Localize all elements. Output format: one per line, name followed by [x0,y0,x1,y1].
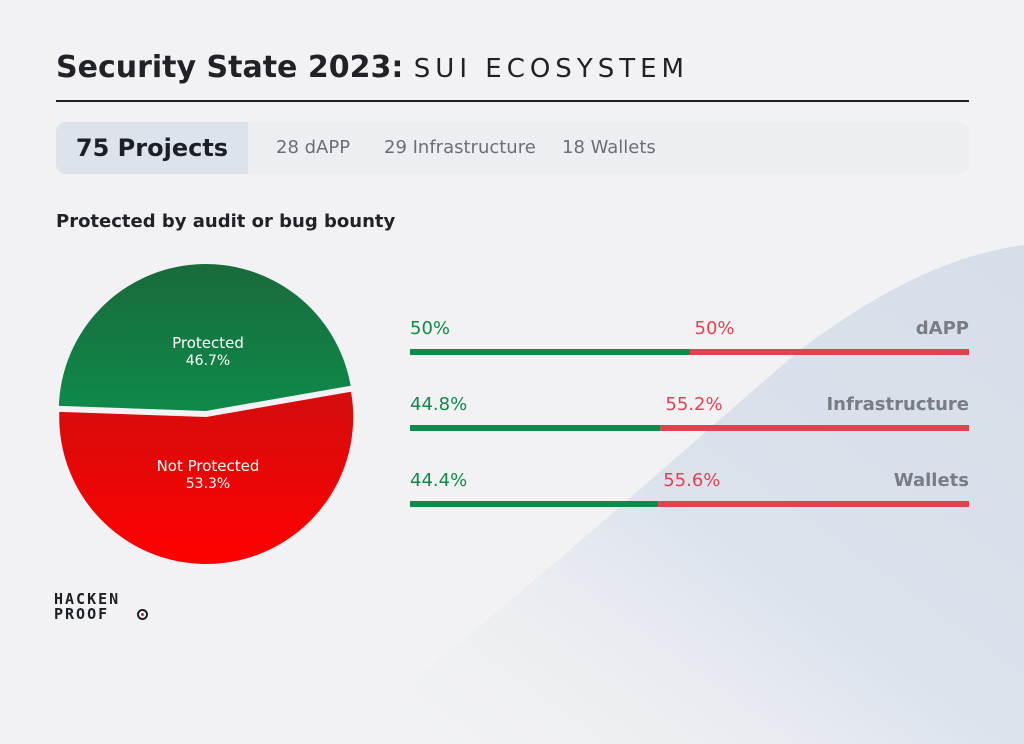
hackenproof-logo: HACKEN PROOF [54,592,154,624]
pie-value-protected: 46.7% [186,353,230,369]
pie-label-protected: Protected [172,334,244,352]
bar-protected [410,501,659,507]
title-ecosystem: SUI ECOSYSTEM [413,54,689,84]
value-label-not-protected: 50% [695,318,735,339]
value-label-protected: 50% [410,318,450,339]
logo-line-1: HACKEN [54,590,121,608]
title-divider [56,100,969,102]
category-label: Infrastructure [826,394,969,415]
chart-subtitle: Protected by audit or bug bounty [56,211,396,232]
value-label-protected: 44.8% [410,394,467,415]
bar-protected [410,425,661,431]
pie-value-not-protected: 53.3% [186,476,230,492]
pie-slice-protected [58,264,351,412]
value-label-protected: 44.4% [410,470,467,491]
title-main: Security State 2023 [56,50,392,85]
page-title: Security State 2023: SUI ECOSYSTEM [56,48,689,89]
pie-label-not-protected: Not Protected [157,457,260,475]
title-colon: : [391,50,404,85]
stat-dapp: 28 dAPP [276,137,351,158]
bar-not-protected [689,349,969,355]
stat-infrastructure: 29 Infrastructure [384,137,536,158]
category-label: Wallets [894,470,969,491]
bar-not-protected [658,501,969,507]
value-label-not-protected: 55.6% [663,470,720,491]
bar-protected [410,349,690,355]
value-label-not-protected: 55.2% [665,394,722,415]
logo-line-2: PROOF [54,605,110,623]
protection-pie-chart: Protected 46.7% Not Protected 53.3% [58,264,354,564]
stat-wallets: 18 Wallets [562,137,656,158]
pie-slice-not-protected [59,391,354,564]
category-bar-chart: 50% 50% dAPP 44.8% 55.2% Infrastructure 44.4% 5… [410,318,969,507]
category-label: dAPP [916,318,969,339]
total-projects-badge: 75 Projects [56,122,248,174]
logo-target-icon [137,609,148,620]
project-stats-bar: 75 Projects 28 dAPP 29 Infrastructure 18… [56,122,969,174]
bar-not-protected [660,425,969,431]
